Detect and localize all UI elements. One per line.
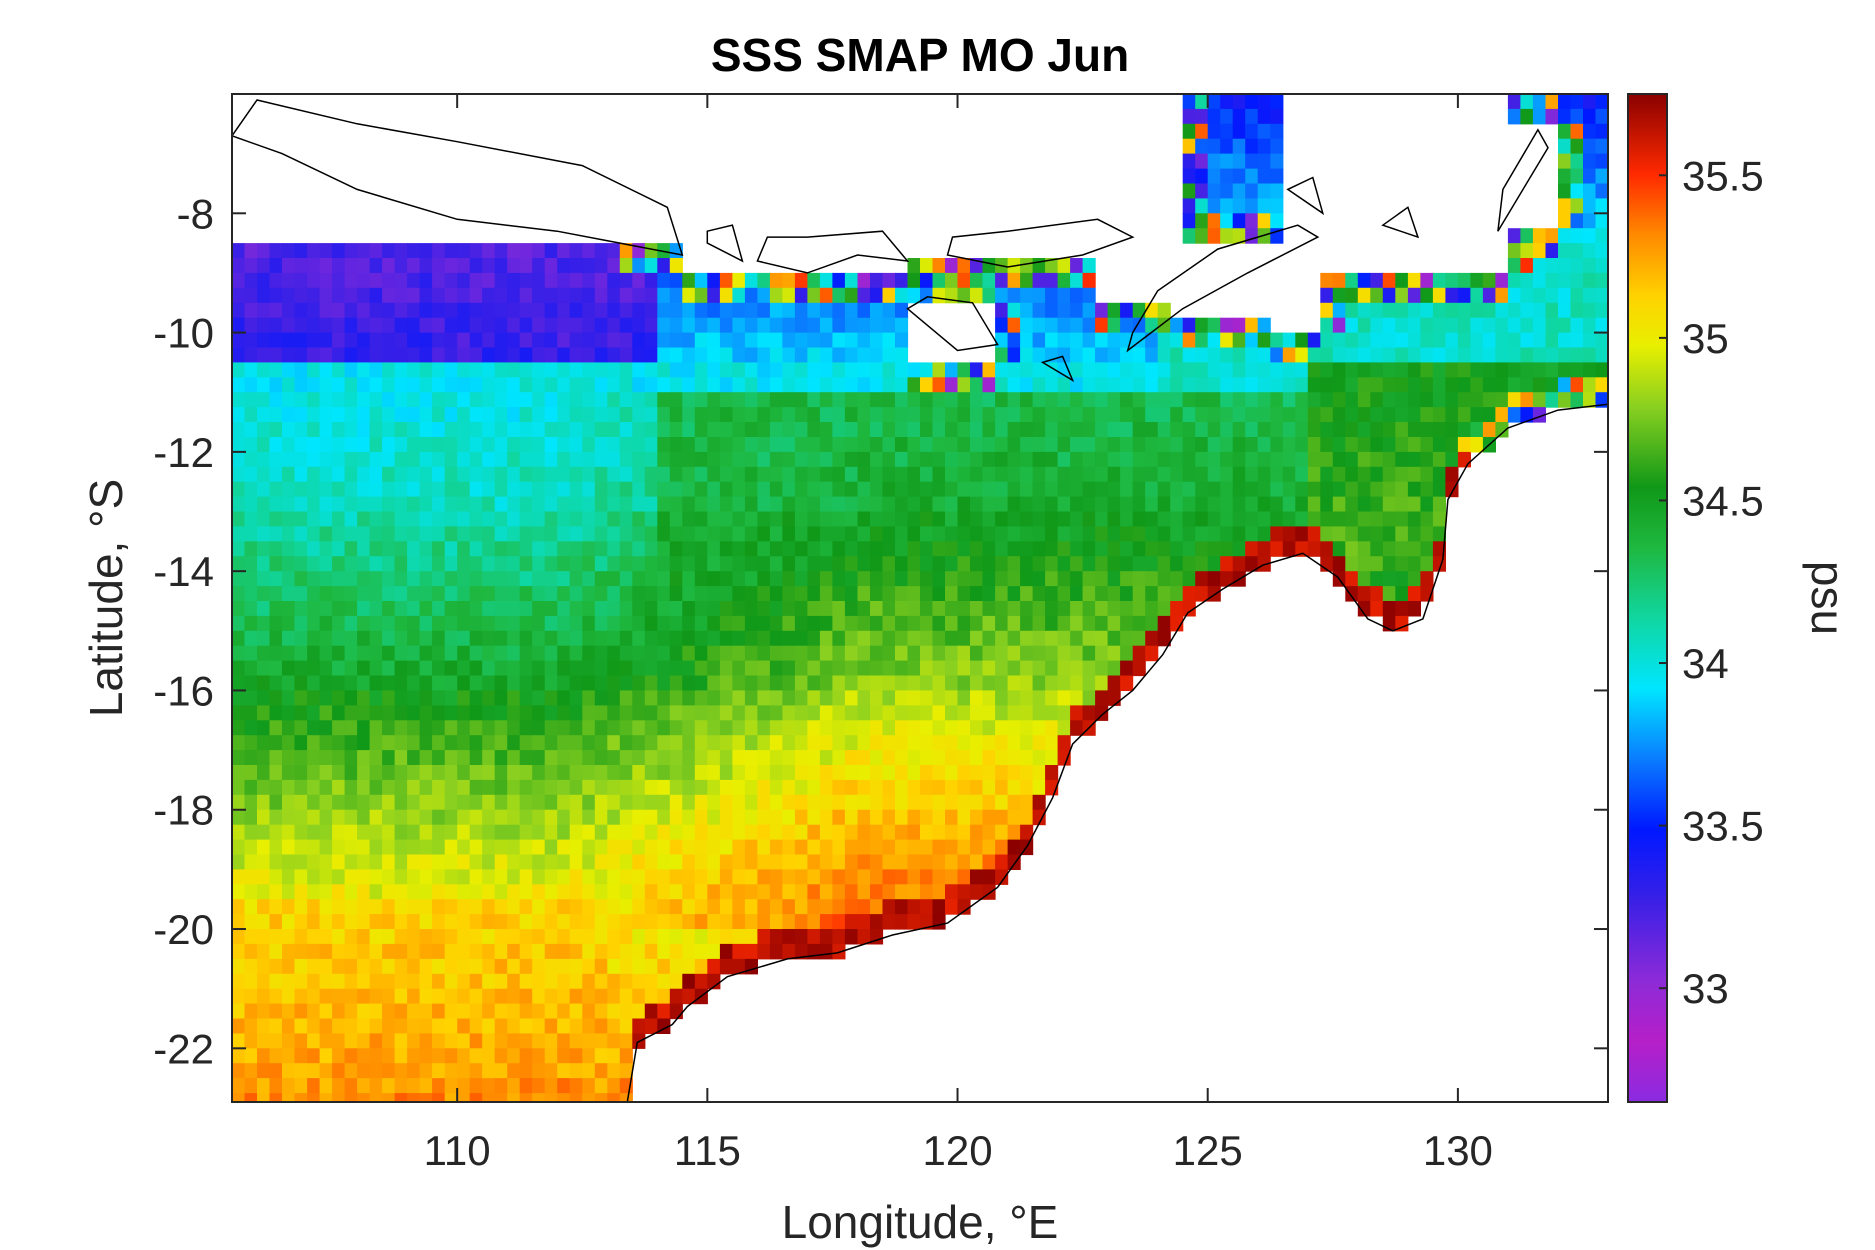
coastline-segment <box>1286 176 1325 216</box>
coastline-segment <box>1040 355 1075 383</box>
coastline-segment <box>706 224 744 263</box>
colorbar-axis: 33 33.5 34 34.5 35 35.5 <box>1659 152 1764 1012</box>
chart-title: SSS SMAP MO Jun <box>711 29 1129 81</box>
y-tick-label: -10 <box>153 310 214 357</box>
colorbar-tick-label: 34.5 <box>1682 477 1764 524</box>
coastline-segment <box>1381 206 1420 239</box>
coastline-segment <box>1126 224 1320 353</box>
coastline <box>232 99 1608 1102</box>
y-tick-label: -8 <box>177 190 214 237</box>
x-axis-label: Longitude, °E <box>782 1196 1059 1248</box>
colorbar-label: psu <box>1802 561 1854 635</box>
x-tick-label: 125 <box>1173 1127 1243 1174</box>
x-axis: 110 115 120 125 130 <box>424 94 1493 1174</box>
y-tick-label: -14 <box>153 548 214 595</box>
colorbar-tick-label: 35 <box>1682 315 1729 362</box>
coastline-segment <box>946 218 1135 268</box>
coastline-segment <box>906 296 999 352</box>
x-tick-label: 130 <box>1423 1127 1493 1174</box>
coastline-segment <box>626 403 1608 1102</box>
salinity-heatmap <box>232 94 1608 1102</box>
colorbar <box>1627 93 1668 1103</box>
coastline-segment <box>756 230 910 274</box>
y-tick-label: -18 <box>153 787 214 834</box>
x-tick-label: 110 <box>424 1127 491 1174</box>
plot-frame <box>231 93 1609 1103</box>
x-tick-label: 115 <box>674 1127 741 1174</box>
y-axis-label: Latitude, °S <box>80 479 132 717</box>
coastline-segment <box>1497 128 1549 232</box>
y-tick-label: -22 <box>153 1025 214 1072</box>
y-tick-label: -12 <box>153 429 214 476</box>
coastline-segment <box>232 99 684 256</box>
y-axis: -8 -10 -12 -14 -16 -18 -20 -22 <box>153 190 1608 1072</box>
colorbar-tick-label: 33 <box>1682 965 1729 1012</box>
colorbar-tick-label: 34 <box>1682 640 1729 687</box>
colorbar-tick-label: 35.5 <box>1682 152 1764 199</box>
y-tick-label: -20 <box>153 906 214 953</box>
x-tick-label: 120 <box>922 1127 992 1174</box>
colorbar-tick-label: 33.5 <box>1682 803 1764 850</box>
y-tick-label: -16 <box>153 667 214 714</box>
